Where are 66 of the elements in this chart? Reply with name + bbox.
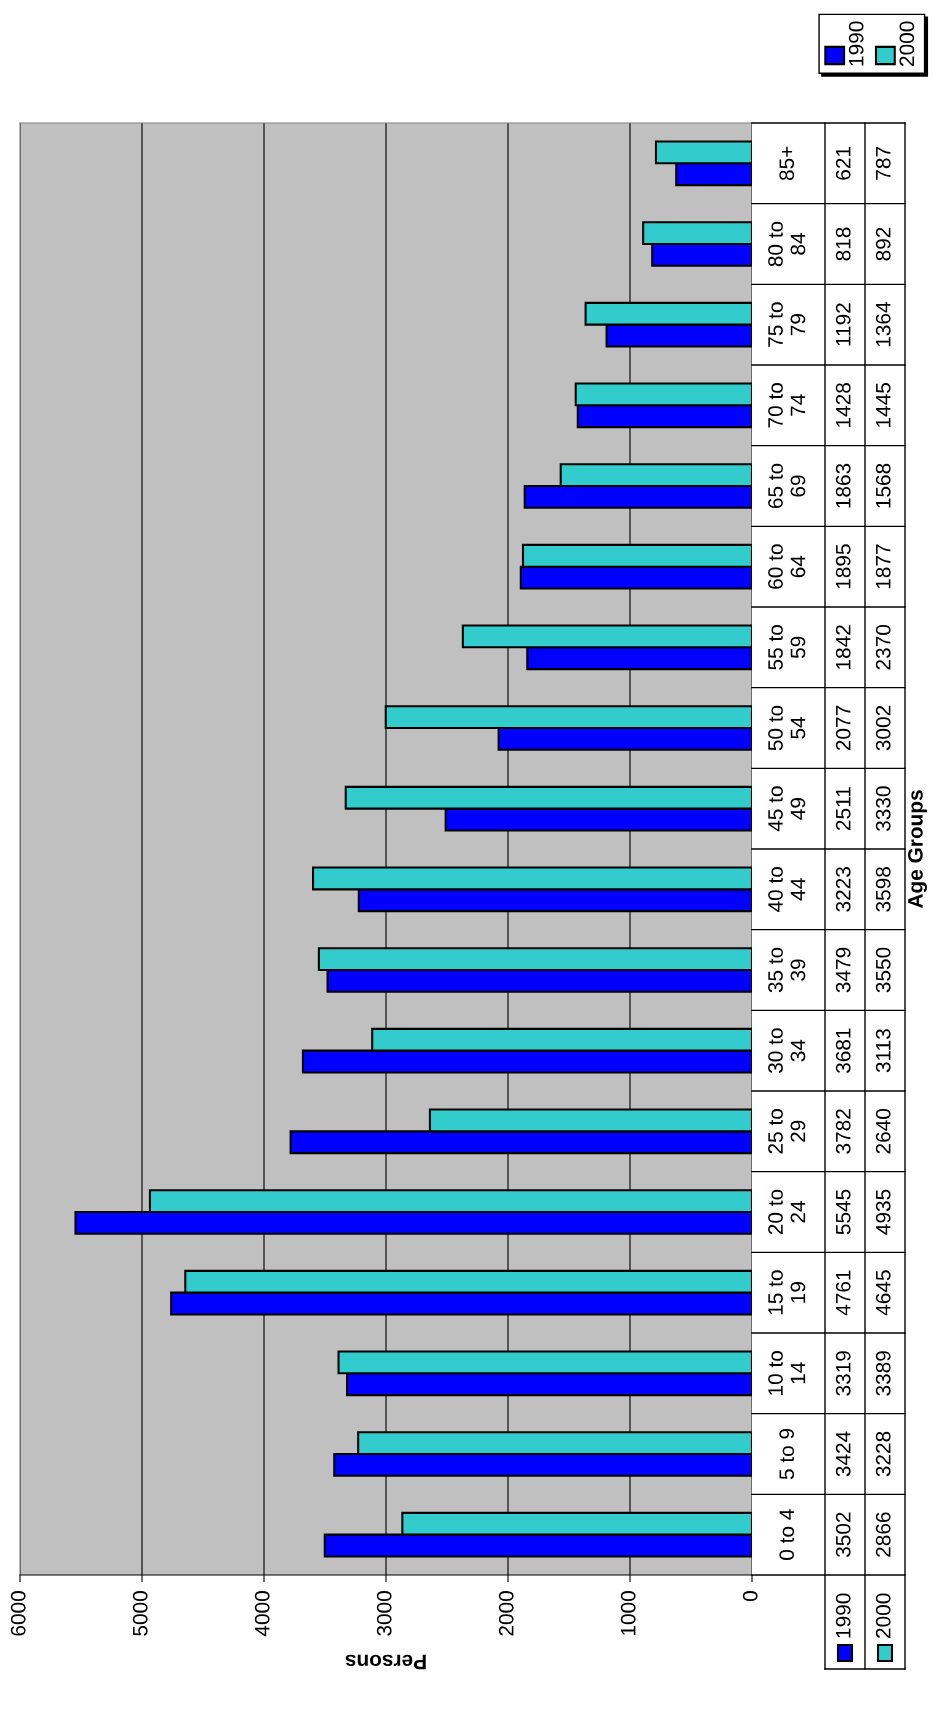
data-label: 2640 [875,1108,891,1154]
y-tick-label: 15 to 19 [768,1270,806,1315]
data-label: 1428 [835,383,851,427]
data-label: 3389 [875,1351,891,1396]
data-label: 3479 [835,947,851,993]
data-label: 3330 [875,786,891,832]
data-label: 1842 [835,625,851,669]
data-label: 3598 [875,867,891,912]
data-label: 5545 [836,1189,851,1235]
data-label: 3113 [875,1029,891,1073]
y-tick-label: 45 to 49 [768,786,806,832]
y-tick-label: 10 to 14 [768,1351,806,1395]
x-tick-label: 0 [742,1591,758,1602]
y-tick-label: 50 to 54 [768,705,806,751]
data-label: 2370 [875,624,891,670]
y-tick-label: 5 to 9 [779,1428,795,1480]
data-label: 1192 [835,303,851,346]
text: 1990 [835,1593,851,1638]
legend-label: 1990 [848,21,864,66]
data-label: 892 [875,227,891,261]
x-tick-label: 5000 [132,1591,148,1636]
y-tick-label: 65 to 69 [768,463,806,509]
data-label: 787 [875,147,891,180]
y-tick-label: 80 to 84 [768,221,806,267]
data-label: 2511 [835,787,851,831]
data-label: 3223 [835,867,851,912]
y-tick-label: 60 to 64 [768,544,806,589]
data-label: 1364 [875,302,891,347]
data-label: 1568 [875,463,891,508]
x-tick-label: 2000 [498,1591,514,1636]
data-label: 3002 [875,705,891,751]
data-label: 3228 [875,1431,891,1477]
y-axis-title: Age Groups [908,790,927,909]
x-tick-label: 4000 [254,1591,270,1637]
data-label: 818 [835,227,851,261]
data-label: 2077 [835,705,851,751]
y-tick-label: 75 to 79 [768,302,806,347]
data-label: 3782 [835,1109,851,1154]
x-tick-label: 3000 [376,1591,392,1636]
data-label: 1445 [876,383,891,427]
legend-label: 2000 [899,21,915,66]
x-axis-title: Persons [345,1654,426,1670]
y-tick-label: 0 to 4 [779,1509,795,1560]
data-label: 4645 [875,1270,891,1316]
data-label: 4761 [835,1270,851,1316]
x-tick-label: 6000 [10,1591,26,1636]
y-tick-label: 55 to 59 [768,625,806,670]
data-label: 3502 [835,1512,851,1558]
y-tick-label: 35 to 39 [768,947,806,993]
data-label: 1863 [835,463,851,508]
y-tick-label: 85+ [779,146,795,181]
y-tick-label: 40 to 44 [768,867,806,913]
y-tick-label: 20 to 24 [768,1189,806,1235]
data-label: 621 [835,146,851,180]
y-tick-label: 70 to 74 [768,383,806,428]
data-label: 2866 [875,1512,891,1557]
data-label: 3424 [835,1431,851,1477]
y-tick-label: 25 to 29 [768,1109,806,1154]
data-label: 3319 [835,1351,851,1396]
data-label: 1877 [875,544,891,589]
data-label: 3550 [875,947,891,993]
data-label: 3681 [835,1028,851,1074]
x-tick-label: 1000 [620,1591,636,1636]
data-label: 4935 [875,1189,891,1235]
data-label: 1895 [835,544,851,589]
y-tick-label: 30 to 34 [768,1028,806,1074]
